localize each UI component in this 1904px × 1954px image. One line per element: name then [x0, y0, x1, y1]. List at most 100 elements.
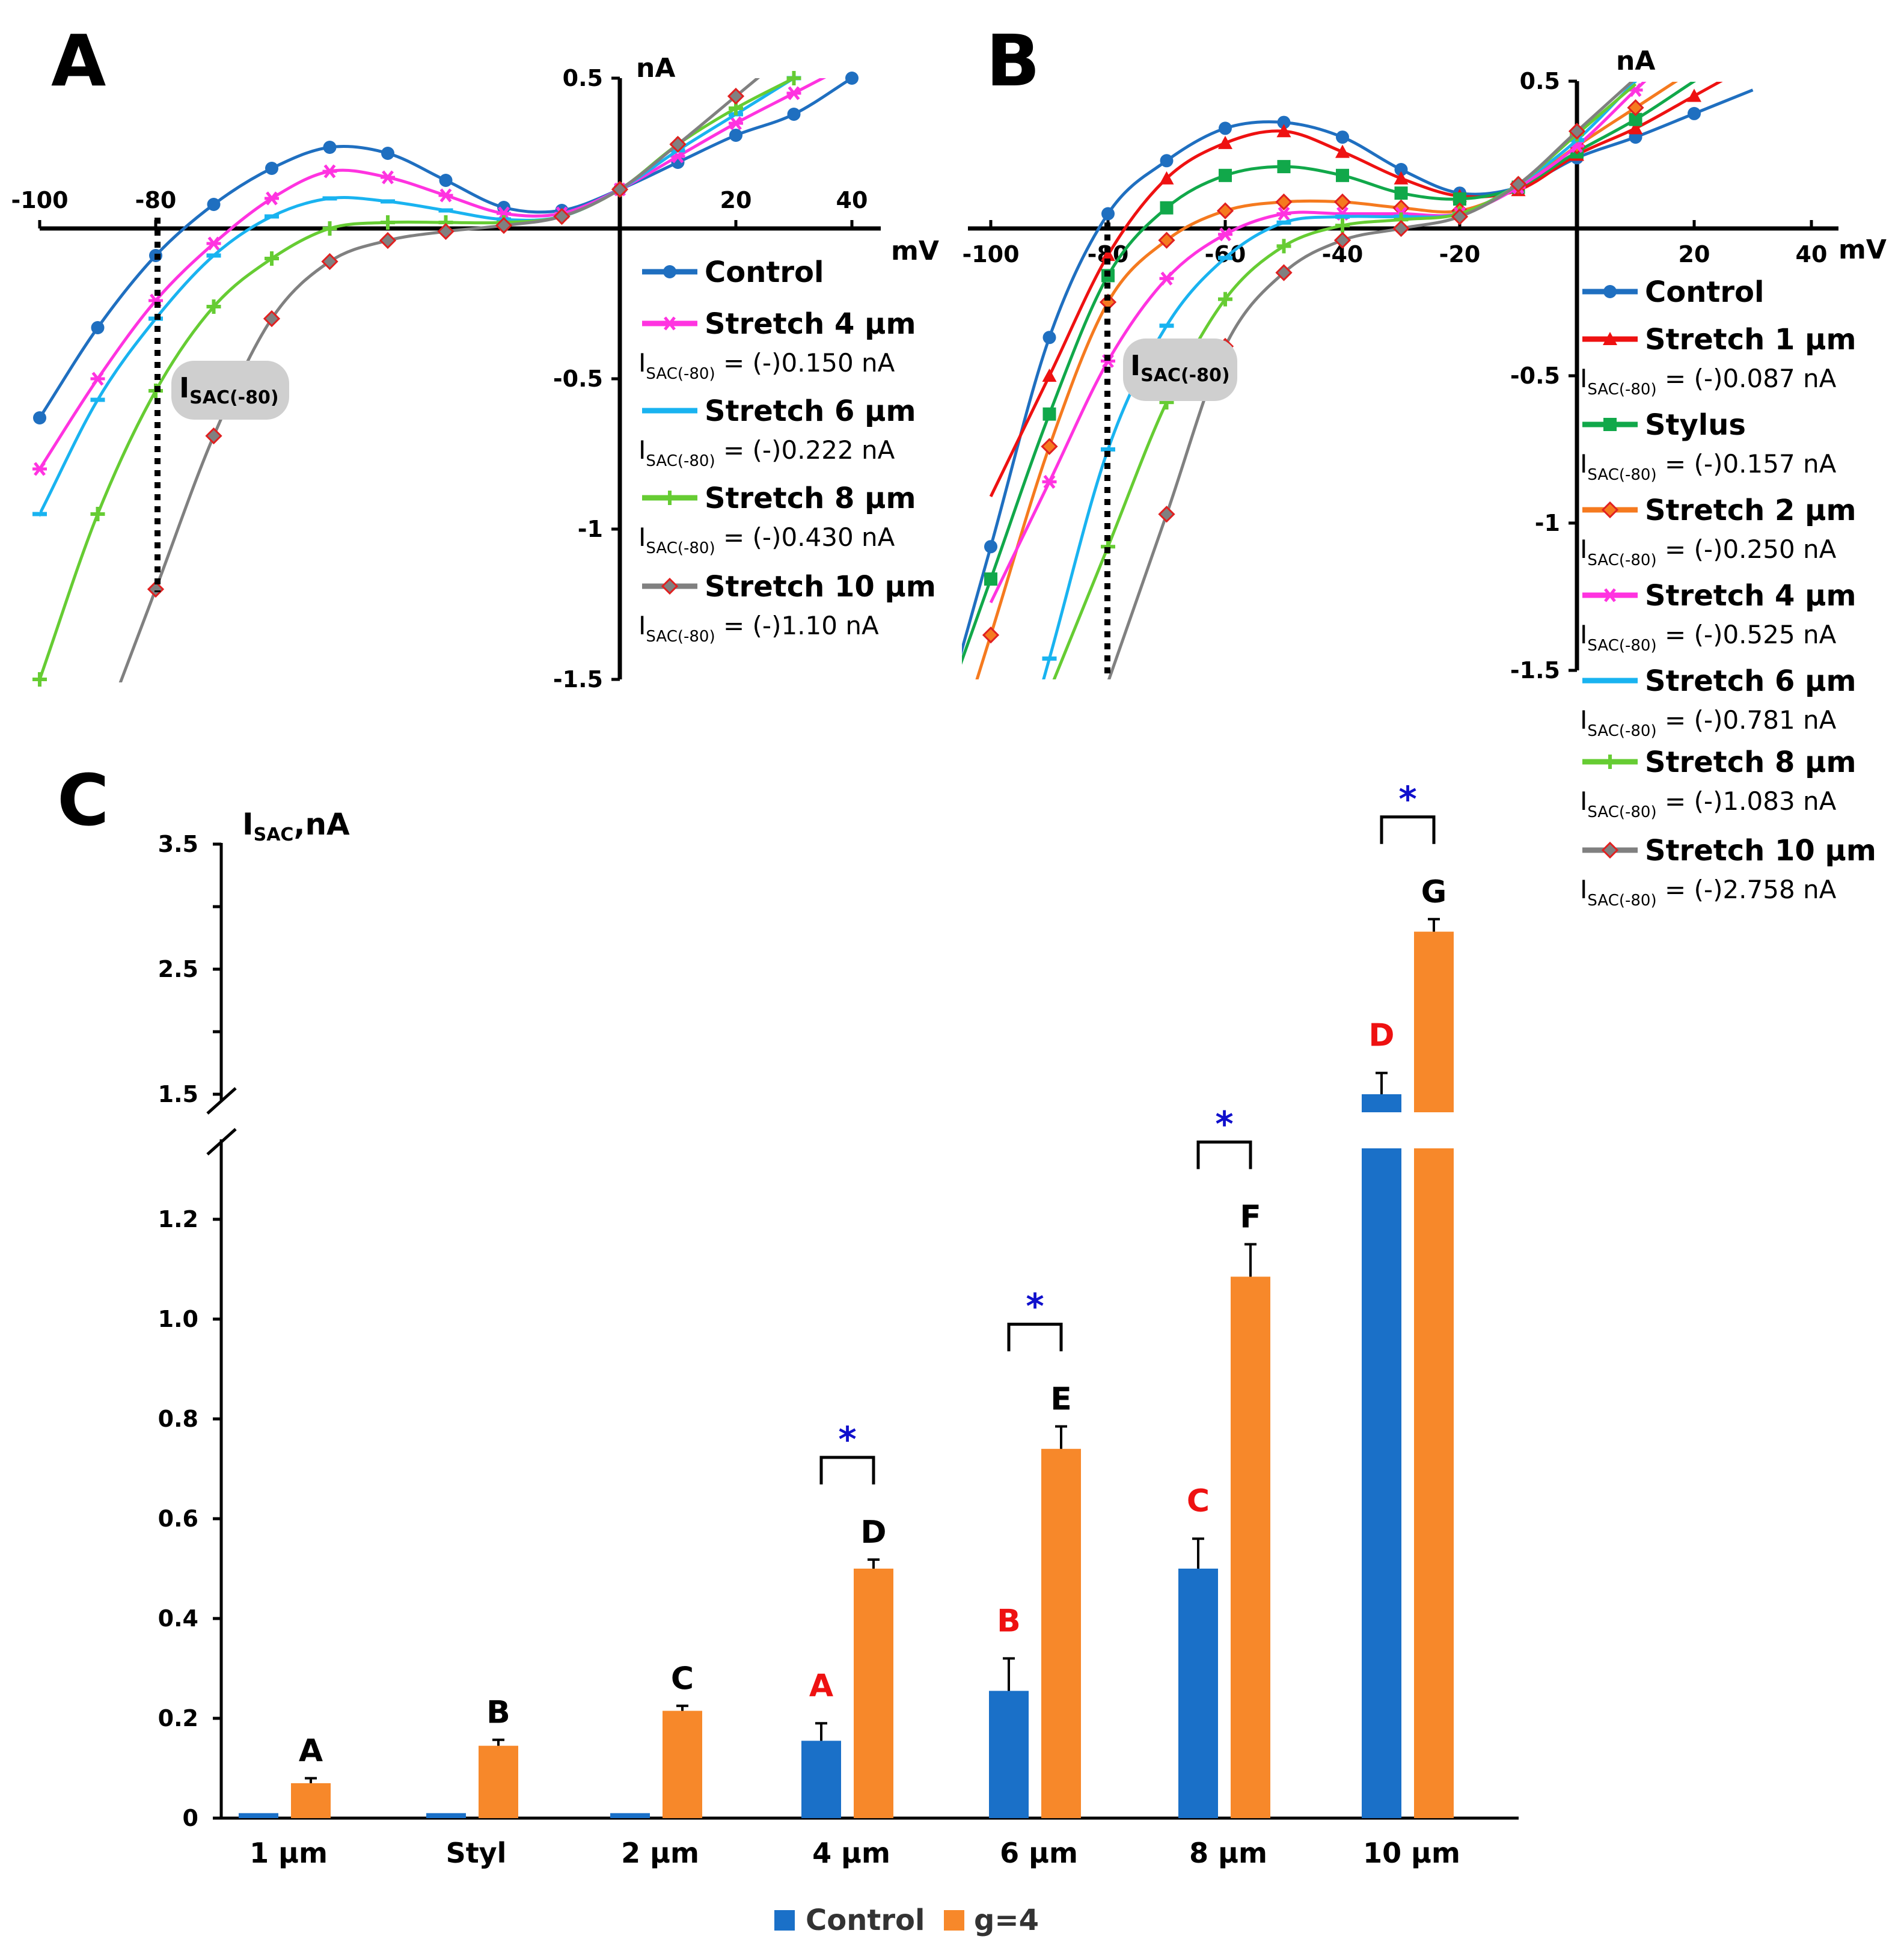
- panel-b-legend-label-stretch-6-um: Stretch 6 µm: [1645, 664, 1856, 698]
- panel-a-data-point-stretch-10-um: [147, 580, 165, 598]
- panel-b-y-unit: nA: [1616, 46, 1655, 76]
- panel-c-y-tick-label: 0: [183, 1805, 198, 1831]
- panel-c-legend-label-g4: g=4: [974, 1903, 1039, 1937]
- panel-c-x-tick-label: 8 µm: [1189, 1837, 1267, 1869]
- panel-b-isac-i: I: [1580, 364, 1587, 393]
- panel-a-data-point-stretch-10-um: [379, 231, 397, 250]
- panel-a-x-tick-label: -100: [11, 187, 68, 213]
- panel-a-isac-sub: SAC(-80): [646, 365, 715, 383]
- panel-b-data-point-stretch-8-um: [1335, 218, 1350, 233]
- panel-a-data-point-stretch-8-um: [206, 299, 221, 314]
- panel-a-data-point-stretch-8-um: [786, 71, 801, 85]
- panel-a-data-point-stretch-8-um: [32, 672, 47, 687]
- panel-a-data-point-control: [381, 147, 394, 160]
- panel-a-data-point-stretch-10-um: [495, 216, 513, 234]
- panel-b-data-point-control: [1160, 154, 1174, 168]
- panel-a-data-point-stretch-4-um: [265, 191, 279, 206]
- panel-b-data-point-stretch-10-um: [1451, 208, 1469, 225]
- panel-b-legend-label-stretch-2-um: Stretch 2 µm: [1645, 494, 1856, 527]
- panel-a-isac-eq: =: [715, 435, 753, 465]
- panel-a-legend-label-stretch-8-um: Stretch 8 µm: [705, 482, 916, 515]
- panel-c-group-letter: E: [1050, 1381, 1072, 1417]
- panel-b-legend-isac-stretch-2-um: ISAC(-80) = (-)0.250 nA: [1580, 534, 1837, 569]
- panel-a-isac-sub: SAC(-80): [646, 628, 715, 646]
- panel-b-data-point-stylus: [1394, 186, 1408, 200]
- panel-c-bar-g4-10-um: [1414, 1148, 1454, 1818]
- panel-b-legend-label-stretch-10-um: Stretch 10 µm: [1645, 834, 1876, 868]
- panel-a-isac-value: (-)0.222 nA: [753, 435, 895, 465]
- panel-b-isac-i: I: [1580, 705, 1587, 735]
- panel-c-group-letter: F: [1240, 1199, 1261, 1236]
- panel-b-data-point-stretch-2-um: [1216, 202, 1234, 219]
- panel-b-data-point-stretch-2-um: [1275, 193, 1293, 211]
- panel-b-data-point-stretch-1-um: [1042, 369, 1057, 382]
- panel-b-isac-i: I: [1580, 534, 1587, 564]
- panel-b-legend-marker-stretch-1-um: [1603, 332, 1617, 345]
- panel-b-series: [962, 82, 1754, 679]
- panel-b-data-point-stretch-8-um: [1276, 239, 1291, 254]
- panel-c-axis-break-mark: [206, 1128, 237, 1156]
- panel-c-bar-control-10-um: [1362, 1094, 1401, 1112]
- panel-label-c: C: [57, 759, 109, 842]
- panel-b-isac-value: (-)0.087 nA: [1694, 364, 1837, 393]
- panel-a-data-point-control: [729, 129, 742, 142]
- panel-b-isac-eq: =: [1657, 875, 1694, 904]
- panel-c-y-tick-label: 0.2: [158, 1705, 198, 1732]
- panel-b-data-point-stretch-1-um: [1335, 144, 1350, 158]
- panel-c-bar-control-10-um: [1362, 1148, 1401, 1818]
- panel-b-isac-value: (-)0.250 nA: [1694, 534, 1837, 564]
- panel-c-group-letter: D: [1368, 1018, 1394, 1054]
- panel-a-isac-value: (-)1.10 nA: [753, 611, 879, 640]
- panel-b-isac-sub: SAC(-80): [1587, 551, 1656, 569]
- panel-b-data-point-stretch-1-um: [1276, 124, 1291, 138]
- panel-c-bar-control-4-um: [801, 1741, 841, 1818]
- panel-c-y-tick-label: 1.2: [158, 1206, 198, 1233]
- panel-c-y-tick-label: 1.5: [158, 1081, 198, 1107]
- panel-a-legend-isac-stretch-4-um: ISAC(-80) = (-)0.150 nA: [638, 348, 895, 383]
- panel-c-x-tick-label: 2 µm: [621, 1837, 699, 1869]
- panel-c-x-tick-label: 10 µm: [1363, 1837, 1460, 1869]
- panel-b-x-tick-label: -100: [962, 241, 1019, 268]
- panel-b-data-point-stretch-2-um: [1041, 438, 1058, 455]
- panel-b-y-tick-label: -0.5: [1510, 363, 1560, 389]
- panel-c-significance-bracket: [819, 1456, 875, 1485]
- panel-a-data-point-stretch-10-um: [321, 253, 338, 271]
- panel-c-bar-control-styl: [426, 1813, 466, 1818]
- panel-b-data-point-stretch-4-um: [1276, 206, 1291, 221]
- panel-b-legend-label-stylus: Stylus: [1645, 408, 1746, 442]
- panel-b-legend-marker-stretch-10-um: [1601, 841, 1619, 859]
- panel-b-y-tick-label: -1.5: [1510, 657, 1560, 684]
- panel-b-data-point-stretch-1-um: [1394, 171, 1409, 185]
- panel-a-data-point-stretch-8-um: [322, 221, 337, 236]
- panel-a-data-point-stretch-10-um: [437, 222, 455, 240]
- panel-b-isac-i: I: [1580, 620, 1587, 649]
- panel-a-data-point-stretch-10-um: [553, 207, 571, 225]
- panel-b-isac-i: I: [1580, 449, 1587, 479]
- panel-a-legend-marker-stretch-8-um: [663, 491, 677, 505]
- panel-c-group-letter: C: [1187, 1483, 1210, 1519]
- panel-b-data-point-stretch-2-um: [1158, 231, 1175, 249]
- panel-b-data-point-stylus: [1453, 192, 1466, 206]
- panel-b-isac-eq: =: [1657, 786, 1694, 816]
- panel-c-bar-g4-styl: [479, 1745, 518, 1818]
- panel-a-isac-eq: =: [715, 522, 753, 552]
- panel-c-y-tick-label: 2.5: [158, 956, 198, 982]
- panel-a-data-point-stretch-10-um: [727, 87, 745, 105]
- panel-c-bars: A B C A D B E C F D G * * * *: [239, 779, 1454, 1818]
- panel-a-legend-marker-stretch-4-um: [663, 316, 677, 331]
- panel-a-isac-sub: SAC(-80): [646, 452, 715, 470]
- panel-a-x-tick-label: 40: [836, 187, 868, 213]
- panel-b-data-point-stylus: [1336, 168, 1349, 182]
- panel-a-legend-label-stretch-10-um: Stretch 10 µm: [705, 570, 936, 604]
- panel-b-isac-i: I: [1580, 875, 1587, 904]
- panel-b-isac-eq: =: [1657, 620, 1694, 649]
- panel-a-data-point-stretch-10-um: [263, 310, 281, 328]
- panel-a-isac-i: I: [638, 522, 646, 552]
- panel-b-legend-marker-stylus: [1603, 418, 1617, 431]
- panel-a-data-point-stretch-10-um: [669, 135, 687, 153]
- panel-b-data-point-stretch-8-um: [1218, 292, 1232, 307]
- panel-a-isac-eq: =: [715, 611, 753, 640]
- panel-a-series-line-control: [40, 78, 855, 421]
- panel-a-legend-label-stretch-6-um: Stretch 6 µm: [705, 394, 916, 428]
- panel-b-isac-sub: SAC(-80): [1587, 722, 1656, 740]
